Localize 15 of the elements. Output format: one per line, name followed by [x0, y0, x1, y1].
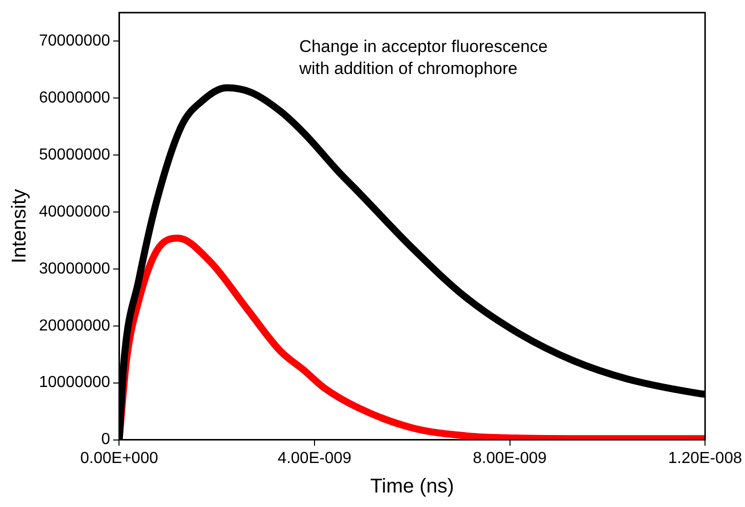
annotation: Change in acceptor fluorescence with addition of chromophore — [298, 36, 548, 78]
y-tick-label: 0 — [101, 431, 110, 448]
y-axis-title: Intensity — [8, 188, 31, 264]
y-tick-label: 60000000 — [39, 89, 110, 106]
x-tick-label: 1.20E-008 — [668, 450, 742, 467]
y-tick-label: 20000000 — [39, 317, 110, 334]
y-tick-label: 10000000 — [39, 374, 110, 392]
y-tick-label: 50000000 — [39, 146, 110, 164]
x-axis-title: Time (ns) — [370, 476, 454, 498]
x-tick-label: 8.00E-009 — [472, 450, 547, 467]
y-tick-label: 70000000 — [39, 32, 110, 50]
x-tick-label: 4.00E-009 — [278, 450, 352, 467]
y-tick-label: 30000000 — [39, 260, 110, 278]
y-tick-label: 40000000 — [39, 203, 110, 220]
x-tick-label: 0.00E+000 — [80, 450, 158, 467]
